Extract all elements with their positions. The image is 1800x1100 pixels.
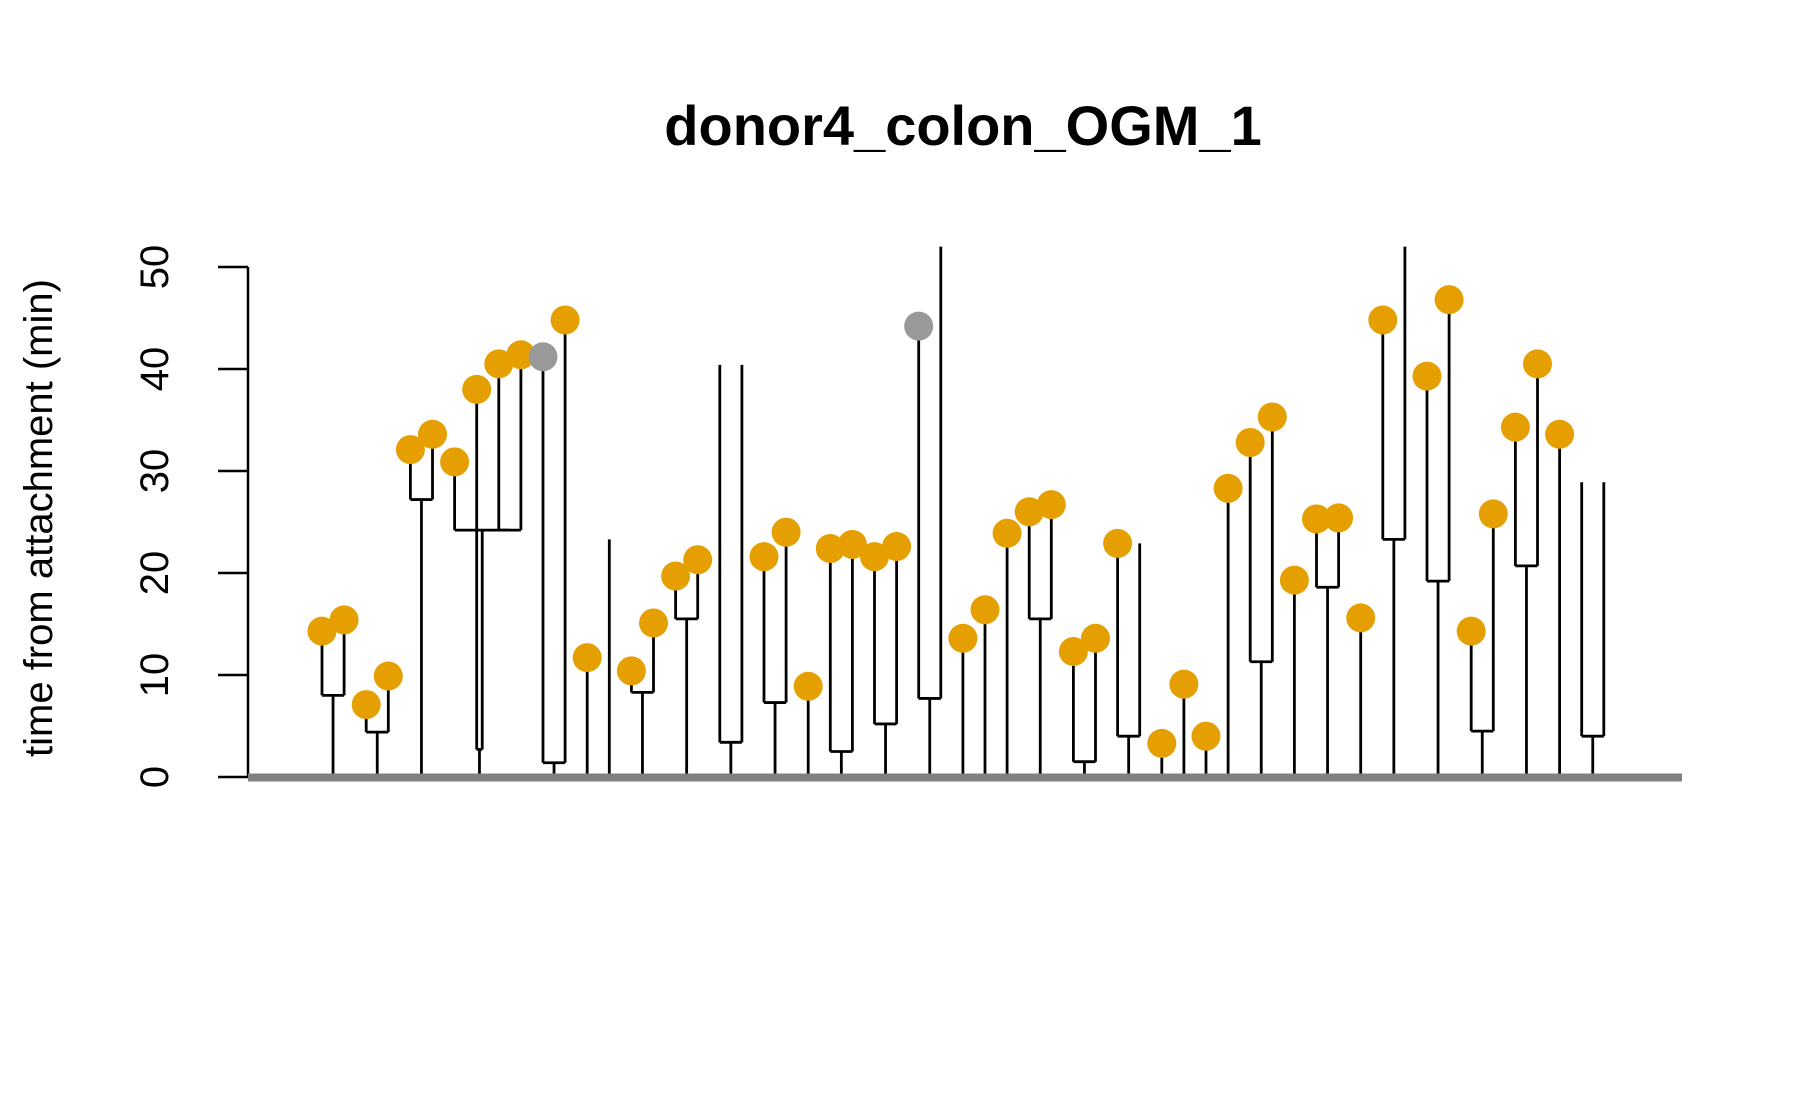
leaf-point — [749, 542, 779, 572]
leaf-point — [1147, 728, 1177, 758]
y-tick-label: 40 — [133, 347, 177, 392]
leaf-point — [992, 518, 1022, 548]
leaf-point — [329, 605, 359, 635]
leaf-point — [572, 643, 602, 673]
leaf-point — [395, 435, 425, 465]
y-tick-label: 0 — [133, 766, 177, 788]
leaf-point — [793, 671, 823, 701]
y-axis: 0 10 20 30 40 50 — [133, 245, 250, 788]
y-tick-label: 10 — [133, 653, 177, 698]
leaf-point — [1014, 497, 1044, 527]
leaf-point — [1103, 528, 1133, 558]
leaf-point — [1257, 402, 1287, 432]
leaf-point — [1279, 565, 1309, 595]
leaf-point — [616, 656, 646, 686]
leaf-point — [639, 608, 668, 638]
leaf-point — [1324, 503, 1354, 533]
leaf-point — [771, 517, 801, 547]
y-tick-label: 30 — [133, 449, 177, 494]
leaf-point — [1235, 427, 1265, 457]
leaf-point — [948, 623, 978, 653]
chart-title: donor4_colon_OGM_1 — [664, 94, 1261, 157]
leaf-point — [1500, 412, 1530, 442]
leaf-point — [1346, 603, 1376, 633]
leaf-points — [307, 285, 1575, 758]
tree-branches — [320, 246, 1606, 777]
y-axis-label: time from attachment (min) — [17, 279, 61, 757]
leaf-point — [1058, 637, 1088, 667]
leaf-point — [1545, 419, 1575, 449]
leaf-point — [351, 690, 381, 720]
leaf-point — [418, 419, 447, 449]
leaf-point — [550, 305, 580, 335]
leaf-point — [1368, 305, 1398, 335]
leaf-point — [815, 534, 845, 564]
leaf-point — [1213, 473, 1243, 503]
leaf-point — [1169, 669, 1199, 699]
leaf-point — [882, 531, 912, 561]
leaf-point — [860, 542, 889, 572]
leaf-point — [1412, 361, 1442, 391]
leaf-point — [307, 616, 337, 646]
leaf-point — [1302, 504, 1331, 534]
leaf-point — [484, 349, 514, 379]
leaf-point — [506, 340, 536, 370]
y-tick-label: 50 — [133, 245, 177, 290]
leaf-point — [440, 447, 470, 477]
leaf-point — [1191, 721, 1221, 751]
leaf-point — [1478, 499, 1508, 529]
leaf-point — [1456, 616, 1486, 646]
leaf-point — [1036, 490, 1066, 520]
leaf-point — [1434, 285, 1464, 315]
leaf-point — [373, 661, 403, 691]
leaf-point — [462, 374, 492, 404]
leaf-point — [683, 545, 713, 575]
leaf-point — [970, 595, 1000, 625]
leaf-point — [1081, 623, 1110, 653]
leaf-point — [528, 342, 558, 372]
leaf-point — [1523, 349, 1552, 379]
leaf-point — [837, 529, 867, 559]
leaf-point — [661, 561, 691, 591]
y-tick-label: 20 — [133, 551, 177, 596]
leaf-point — [904, 311, 934, 341]
